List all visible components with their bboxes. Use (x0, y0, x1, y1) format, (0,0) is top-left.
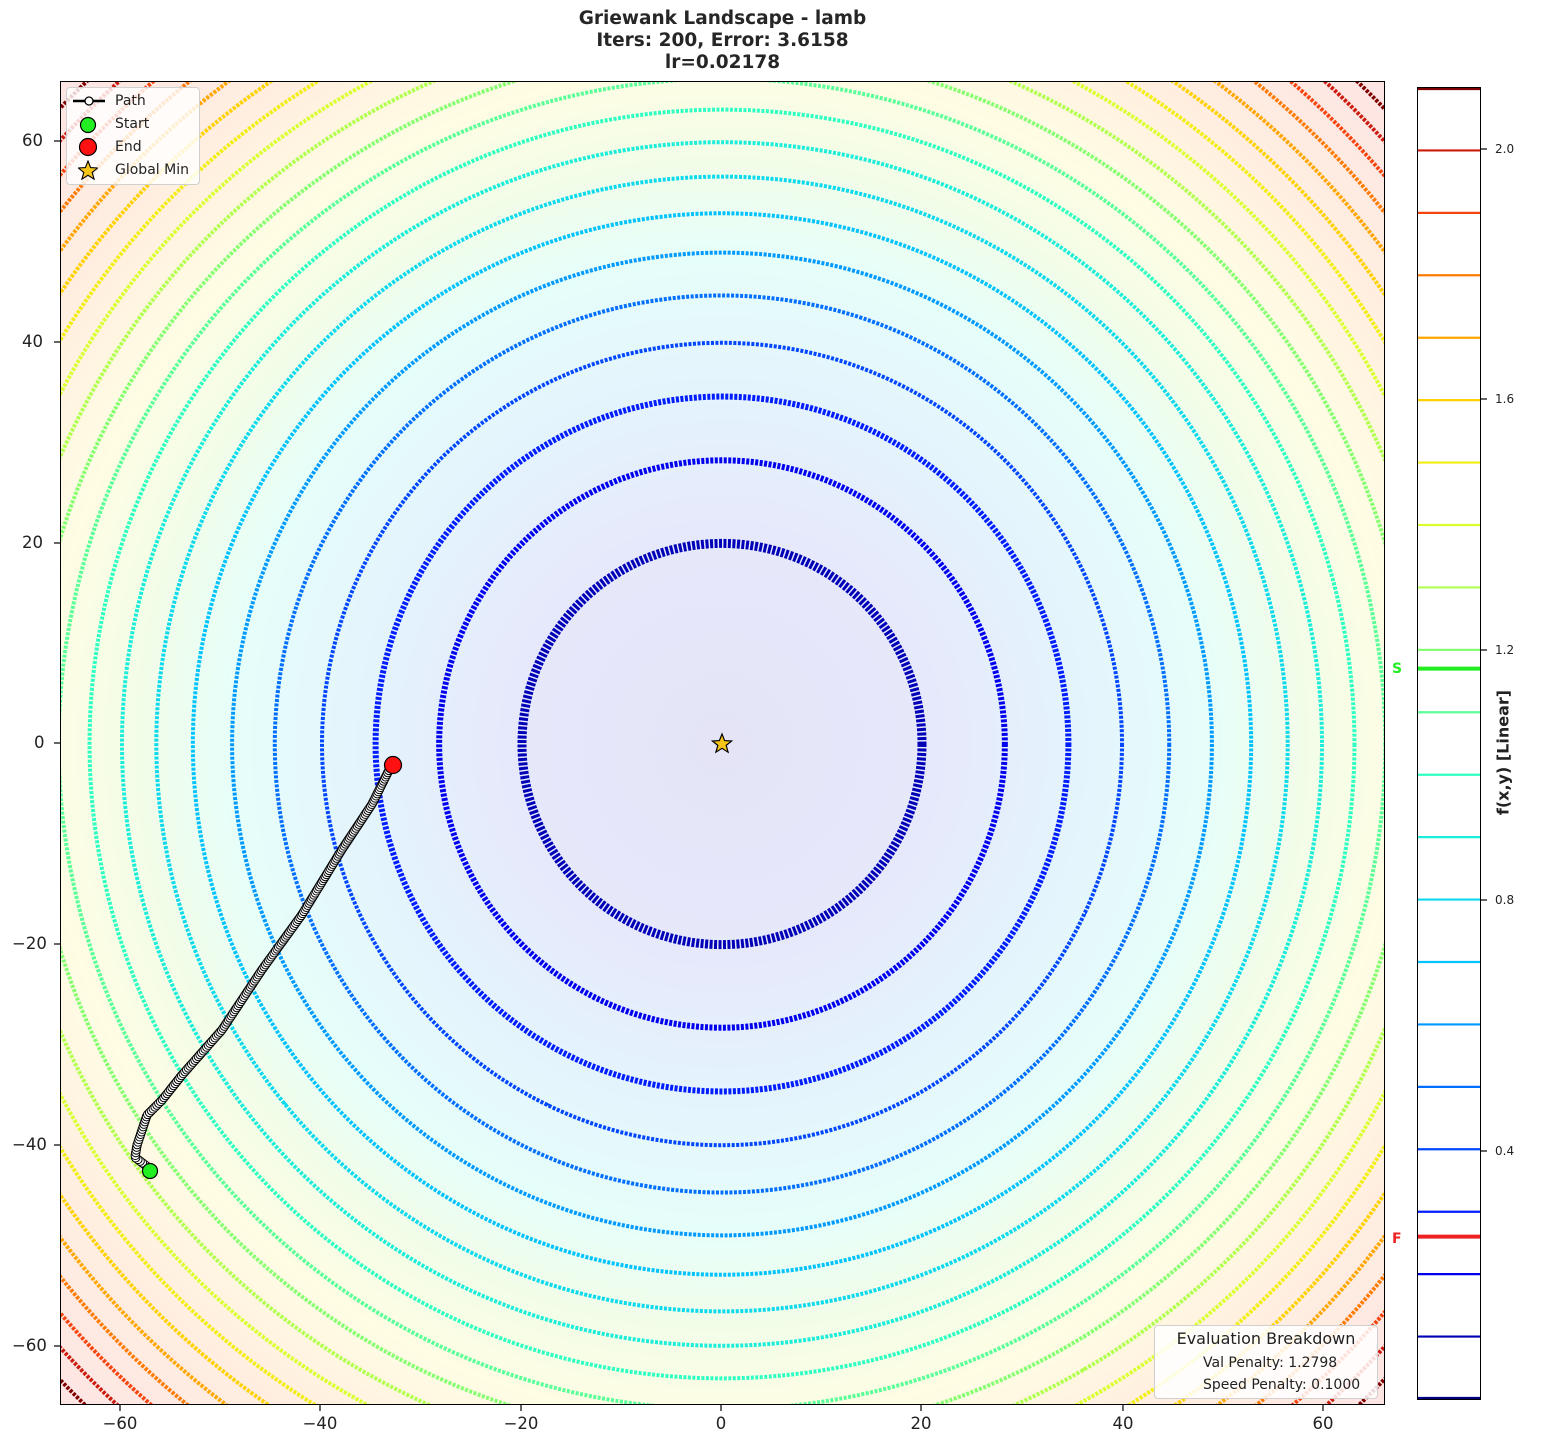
start-marker (141, 1162, 159, 1180)
contour-ring (154, 174, 1290, 1314)
legend-item-start: Start (67, 113, 199, 135)
colorbar-tick: 1.2 (1495, 643, 1515, 657)
y-tick: −20 (12, 934, 47, 953)
x-tick: −60 (102, 1414, 138, 1433)
contour-ring (87, 107, 1357, 1381)
y-tick: 60 (22, 131, 43, 150)
contour-ring (436, 457, 1008, 1031)
optimizer-path (130, 759, 397, 1175)
y-tick: 20 (22, 533, 43, 552)
evaluation-header: Evaluation Breakdown (1176, 1329, 1356, 1348)
legend-item-global-min: Global Min (67, 159, 199, 181)
x-tick: 20 (910, 1414, 932, 1433)
title-line-1: Griewank Landscape - lamb (578, 8, 867, 29)
x-tick: 40 (1112, 1414, 1134, 1433)
green-circle-icon (79, 116, 97, 134)
colorbar-tick: 0.4 (1495, 1144, 1515, 1158)
title-line-2: Iters: 200, Error: 3.6158 (596, 30, 849, 51)
colorbar-levels (1418, 88, 1480, 1399)
val-penalty: Val Penalty: 1.2798 (1203, 1355, 1338, 1371)
end-marker (383, 755, 403, 775)
legend-item-end: End (67, 136, 199, 158)
title-line-3: lr=0.02178 (664, 52, 781, 73)
red-circle-icon (78, 137, 98, 157)
legend-item-path: Path (67, 90, 199, 112)
contour-ring (190, 211, 1254, 1277)
evaluation-breakdown-box: Evaluation Breakdown Val Penalty: 1.2798… (1154, 1325, 1378, 1399)
contour-ring (517, 538, 927, 950)
gold-star-icon (78, 160, 98, 180)
y-tick: 40 (22, 332, 43, 351)
x-tick: 60 (1312, 1414, 1334, 1433)
global-min-star-icon (710, 732, 734, 754)
chart-title: Griewank Landscape - lamb Iters: 200, Er… (60, 8, 1385, 74)
speed-penalty: Speed Penalty: 0.1000 (1203, 1377, 1361, 1393)
y-tick: −40 (12, 1135, 47, 1154)
colorbar (1417, 87, 1481, 1400)
y-tick: 0 (34, 733, 45, 752)
contour-ring (320, 340, 1124, 1148)
y-tick: −60 (12, 1336, 47, 1355)
colorbar-tick: 2.0 (1495, 142, 1515, 156)
colorbar-label: f(x,y) [Linear] (1493, 689, 1513, 816)
final-value-marker: F (1392, 1231, 1402, 1247)
contour-plot-area (60, 81, 1385, 1405)
x-tick: 0 (715, 1414, 727, 1433)
legend: Path Start End Global Min (66, 87, 200, 185)
x-tick: −20 (503, 1414, 539, 1433)
x-tick: −40 (302, 1414, 338, 1433)
contour-ring (230, 250, 1214, 1238)
contour-svg (61, 82, 1384, 1404)
contour-ring (272, 293, 1172, 1195)
contour-ring (120, 140, 1324, 1348)
start-value-marker: S (1392, 661, 1403, 677)
path-line-icon (73, 96, 105, 106)
colorbar-tick: 1.6 (1495, 392, 1515, 406)
contour-ring (372, 393, 1072, 1095)
colorbar-tick: 0.8 (1495, 893, 1515, 907)
